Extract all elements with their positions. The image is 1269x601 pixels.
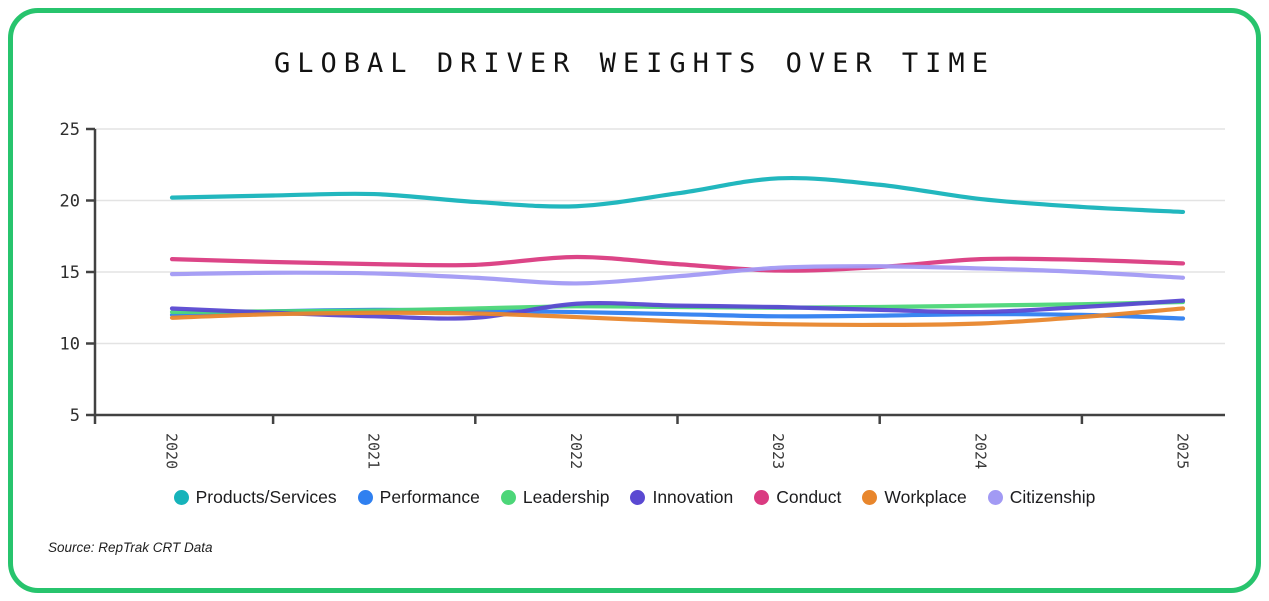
legend-item-products-services: Products/Services bbox=[173, 487, 337, 508]
series-line-citizenship bbox=[169, 264, 1186, 286]
legend-item-leadership: Leadership bbox=[500, 487, 610, 508]
y-tick-label: 5 bbox=[70, 406, 80, 426]
legend-dot-icon bbox=[754, 490, 770, 505]
legend-dot-icon bbox=[987, 490, 1003, 505]
legend-label: Citizenship bbox=[1009, 487, 1096, 507]
legend-label: Performance bbox=[379, 487, 480, 507]
y-tick-label: 15 bbox=[60, 263, 80, 283]
legend-dot-icon bbox=[173, 490, 189, 505]
legend-dot-icon bbox=[357, 490, 373, 505]
chart-legend: Products/Services Performance Leadership In… bbox=[0, 487, 1269, 508]
y-tick-label: 25 bbox=[60, 120, 80, 140]
legend-dot-icon bbox=[500, 490, 516, 505]
legend-item-citizenship: Citizenship bbox=[987, 487, 1096, 508]
series-line-workplace bbox=[169, 306, 1186, 328]
legend-item-performance: Performance bbox=[357, 487, 480, 508]
legend-item-workplace: Workplace bbox=[862, 487, 967, 508]
x-tick-label: 2023 bbox=[769, 433, 787, 469]
legend-label: Innovation bbox=[652, 487, 734, 507]
x-tick-label: 2022 bbox=[567, 433, 585, 469]
legend-item-conduct: Conduct bbox=[754, 487, 841, 508]
chart-title: GLOBAL DRIVER WEIGHTS OVER TIME bbox=[274, 48, 995, 79]
legend-item-innovation: Innovation bbox=[630, 487, 733, 508]
x-tick-label: 2025 bbox=[1174, 433, 1192, 469]
legend-label: Leadership bbox=[522, 487, 610, 507]
legend-dot-icon bbox=[862, 490, 878, 505]
x-tick-label: 2021 bbox=[365, 433, 383, 469]
legend-dot-icon bbox=[630, 490, 646, 505]
source-note: Source: RepTrak CRT Data bbox=[48, 540, 213, 555]
legend-label: Workplace bbox=[884, 487, 967, 507]
x-tick-label: 2020 bbox=[163, 433, 181, 469]
y-tick-label: 10 bbox=[60, 335, 80, 355]
series-line-products-services bbox=[169, 175, 1186, 215]
x-tick-label: 2024 bbox=[971, 433, 989, 469]
series-line-innovation bbox=[169, 298, 1186, 321]
y-tick-label: 20 bbox=[60, 192, 80, 212]
series-line-conduct bbox=[169, 254, 1186, 273]
legend-label: Conduct bbox=[776, 487, 842, 507]
legend-label: Products/Services bbox=[195, 487, 337, 507]
